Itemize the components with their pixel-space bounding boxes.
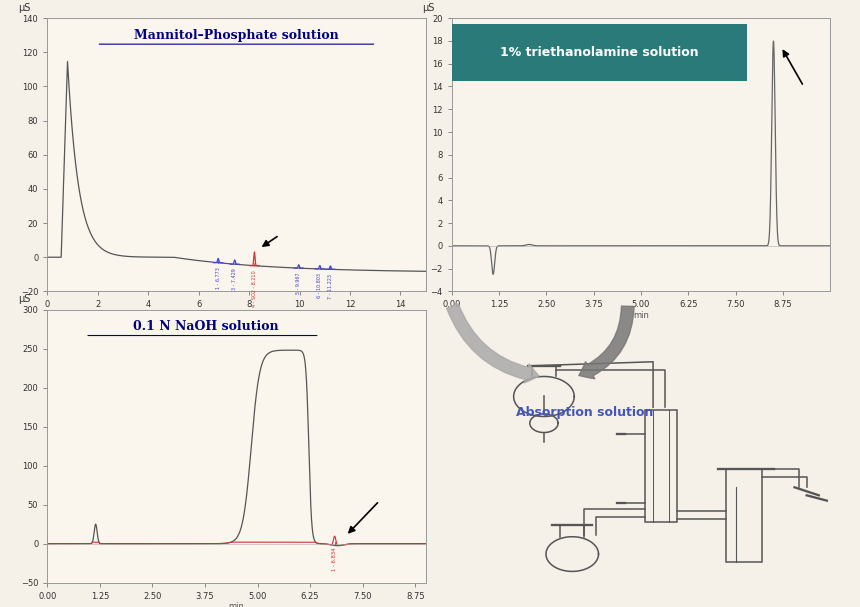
Text: 0.1 N NaOH solution: 0.1 N NaOH solution	[133, 320, 279, 333]
Text: 7 - 11.223: 7 - 11.223	[328, 274, 333, 299]
Text: 5 - 9.967: 5 - 9.967	[296, 273, 301, 294]
Text: 6 - 10.803: 6 - 10.803	[317, 273, 322, 298]
Text: Absorption solution: Absorption solution	[516, 406, 654, 419]
Text: 1 - 6.773: 1 - 6.773	[216, 267, 221, 289]
Text: 4 - SO2 - 8.210: 4 - SO2 - 8.210	[252, 270, 257, 307]
Text: 1% triethanolamine solution: 1% triethanolamine solution	[500, 46, 698, 59]
Y-axis label: μS: μS	[422, 3, 435, 13]
Bar	[645, 410, 678, 522]
FancyBboxPatch shape	[452, 24, 746, 81]
X-axis label: min: min	[229, 602, 244, 607]
Text: 1 - 6.834: 1 - 6.834	[332, 548, 337, 571]
Y-axis label: μS: μS	[18, 294, 31, 304]
Y-axis label: μS: μS	[18, 3, 31, 13]
X-axis label: min: min	[229, 311, 244, 320]
X-axis label: min: min	[633, 311, 648, 320]
Text: 3 - 7.429: 3 - 7.429	[232, 268, 237, 290]
Text: Mannitol–Phosphate solution: Mannitol–Phosphate solution	[134, 29, 339, 42]
Bar	[726, 469, 762, 562]
